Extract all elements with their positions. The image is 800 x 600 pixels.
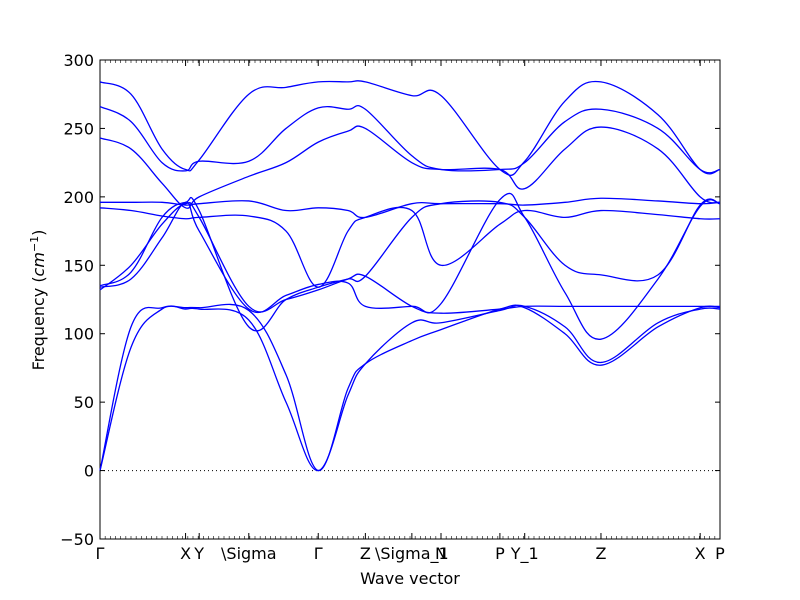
x-tick-label: X <box>180 544 191 563</box>
x-tick-label: Z <box>360 544 371 563</box>
x-axis-ticks: Γ X Y \Sigma Γ Z \Sigma_1N P Y_1 Z X P <box>96 60 725 564</box>
x-tick-label: Y_1 <box>510 544 539 564</box>
x-tick-label: N <box>435 544 447 563</box>
y-tick-label: 250 <box>63 119 94 138</box>
y-tick-label: −50 <box>60 530 94 549</box>
band-line-1 <box>99 303 721 472</box>
x-tick-label: Γ <box>314 544 323 563</box>
x-tick-label: X <box>695 544 706 563</box>
y-tick-label: 150 <box>63 256 94 275</box>
band-line-2 <box>99 304 721 472</box>
y-tick-label: 200 <box>63 188 94 207</box>
band-line-8 <box>99 125 721 209</box>
x-tick-label: Z <box>595 544 606 563</box>
band-line-9 <box>99 105 721 174</box>
x-tick-label: \Sigma <box>221 544 277 563</box>
y-tick-label: 0 <box>84 462 94 481</box>
y-tick-label: 50 <box>74 393 94 412</box>
y-axis-unit-power: −1 <box>28 236 41 252</box>
band-line-3 <box>99 201 720 314</box>
y-axis-label-text: Frequency <box>29 288 48 371</box>
y-tick-label: 100 <box>63 325 94 344</box>
band-line-5 <box>99 196 721 332</box>
x-tick-label: \Sigma_1 <box>375 544 449 564</box>
x-axis-label: Wave vector <box>360 569 460 588</box>
band-line-4 <box>99 192 721 340</box>
y-axis-label: Frequency (cm−1) <box>28 230 49 371</box>
x-tick-label: P <box>715 544 725 563</box>
x-tick-label: P <box>495 544 505 563</box>
band-line-10 <box>99 80 721 176</box>
series-group <box>99 80 721 472</box>
x-tick-label: Y <box>193 544 204 563</box>
x-tick-label: Γ <box>96 544 105 563</box>
y-tick-label: 300 <box>63 51 94 70</box>
y-axis-unit: cm <box>29 252 48 276</box>
band-line-7 <box>100 197 721 219</box>
y-axis-ticks: −50 0 50 100 150 200 250 300 <box>60 51 720 549</box>
